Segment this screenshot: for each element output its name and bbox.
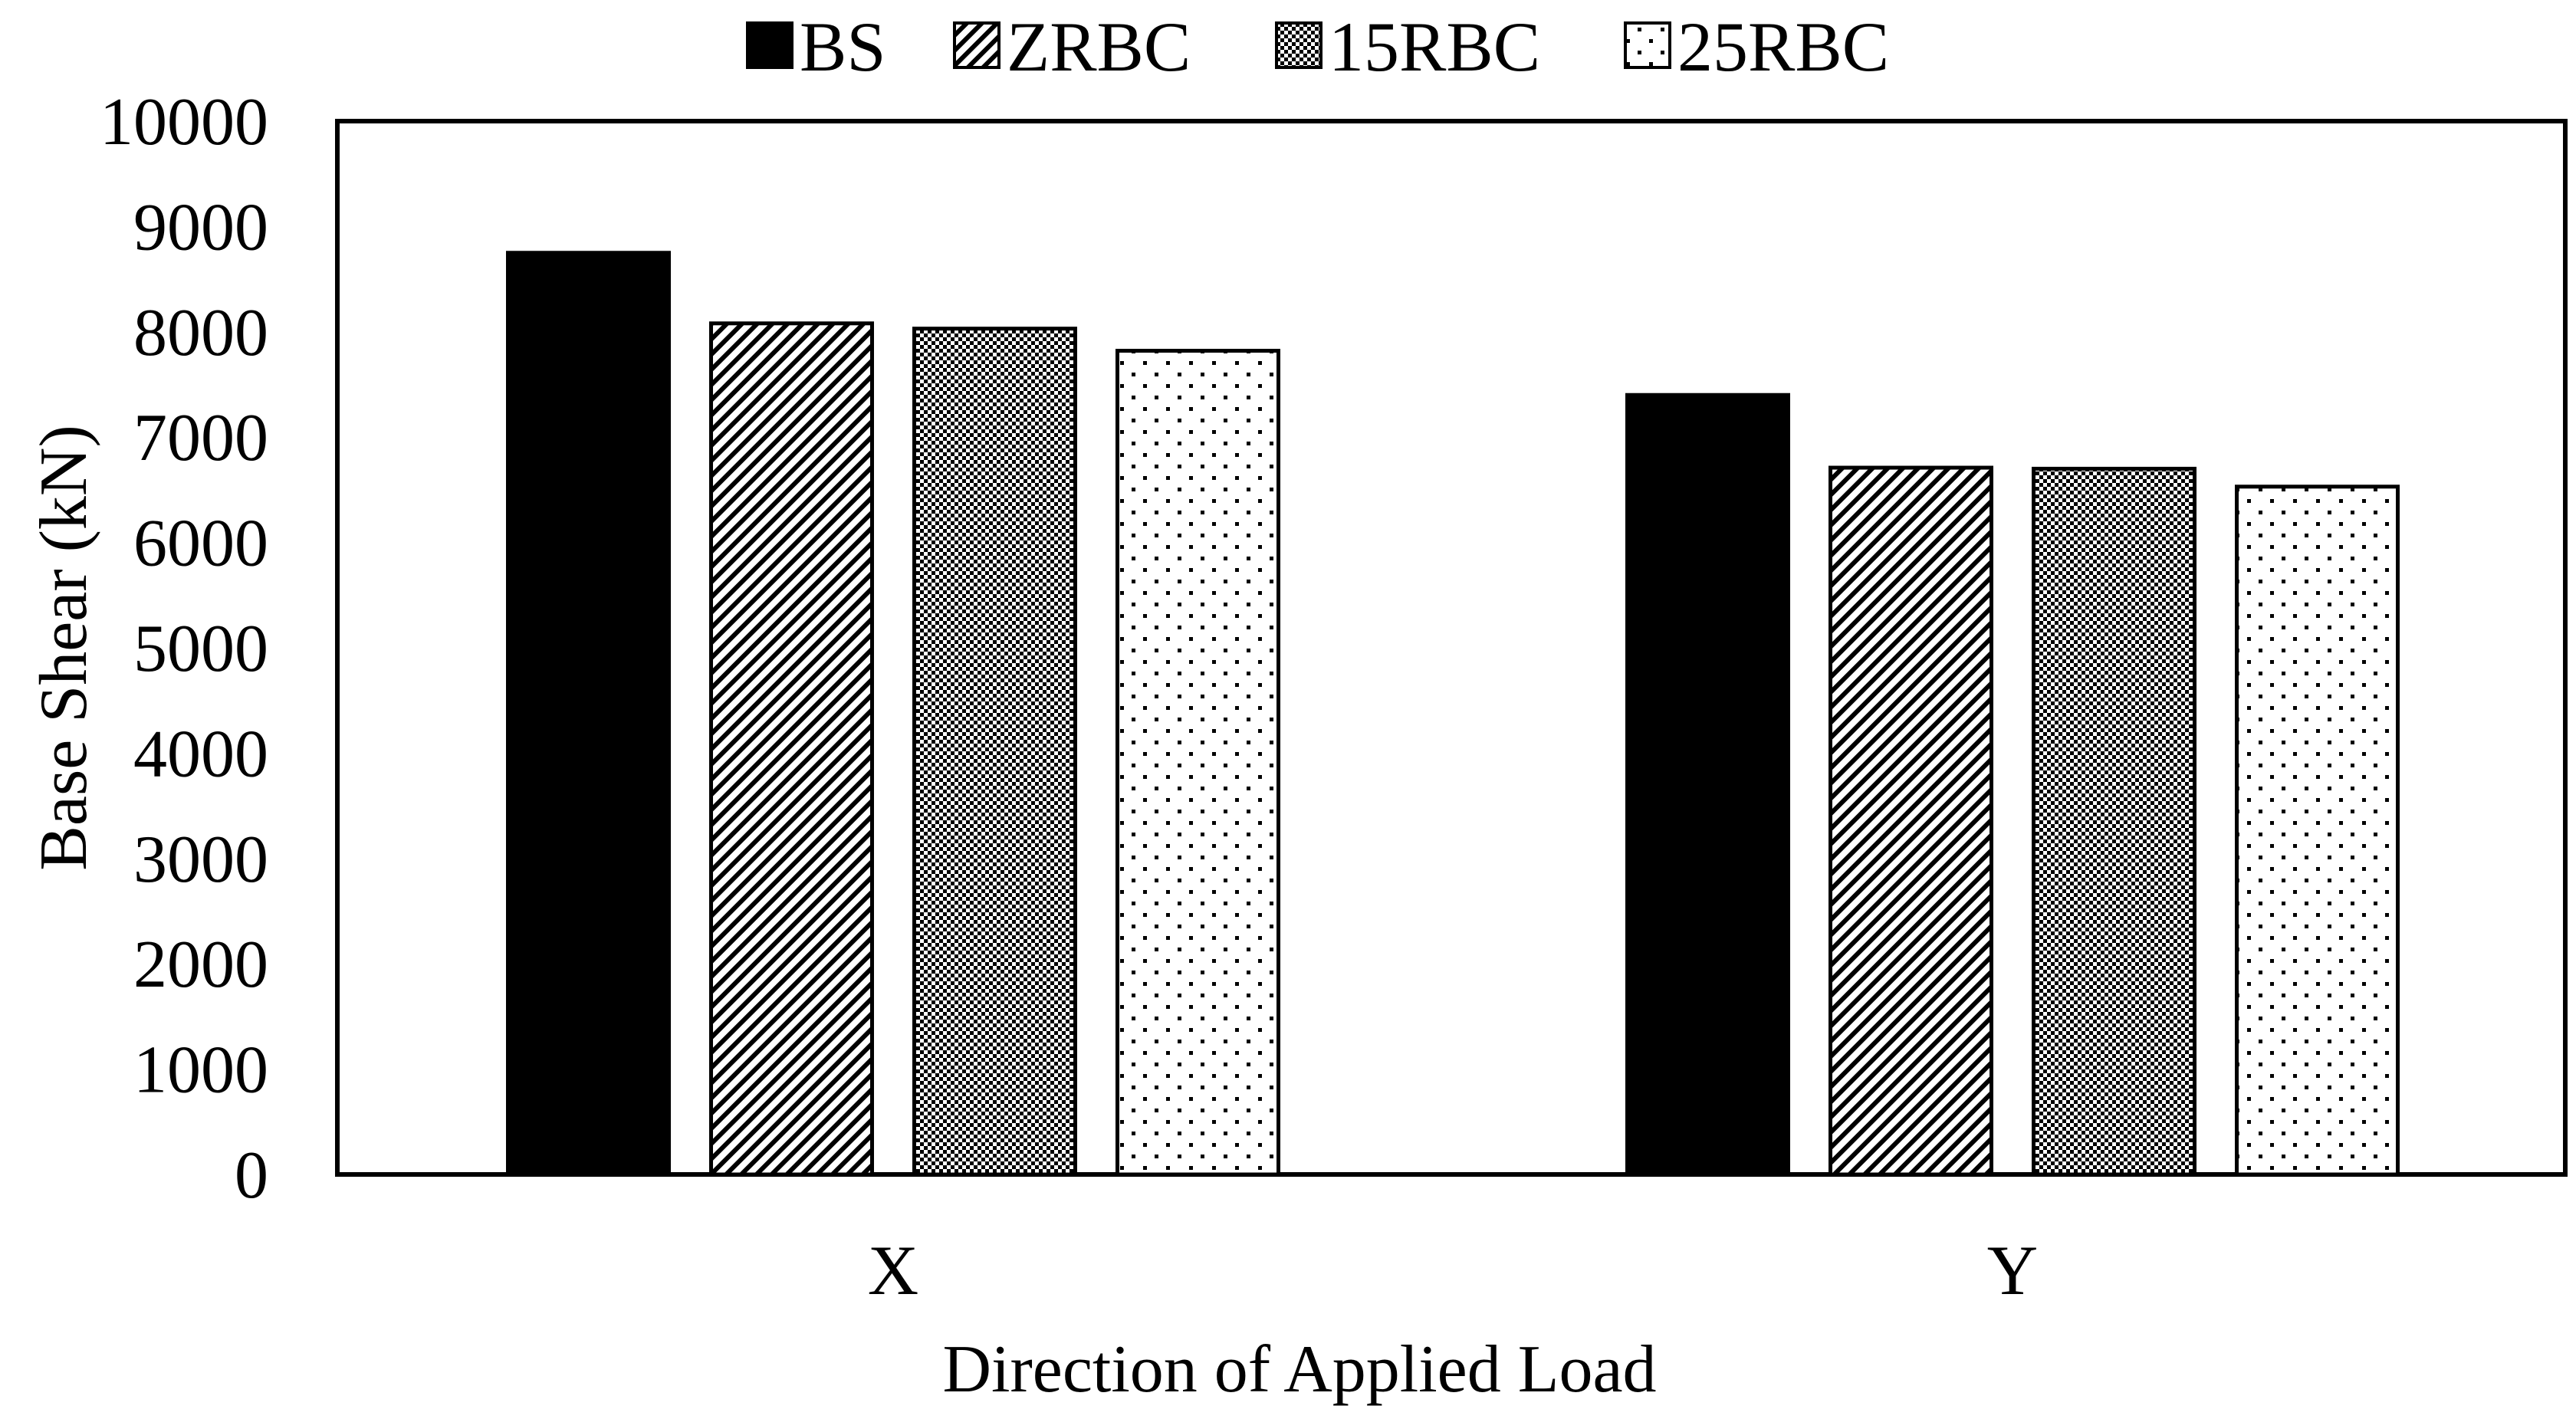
x-tick-label-x: X <box>868 1231 918 1309</box>
y-tick-label-9000: 9000 <box>133 190 268 264</box>
y-tick-label-8000: 8000 <box>133 296 268 370</box>
x-tick-label-y: Y <box>1987 1231 2038 1309</box>
y-tick-label-6000: 6000 <box>133 507 268 581</box>
bar-25rbc-y <box>2235 484 2400 1177</box>
y-tick-label-0: 0 <box>235 1138 268 1213</box>
x-axis-title: Direction of Applied Load <box>942 1332 1656 1407</box>
y-tick-label-10000: 10000 <box>100 85 268 159</box>
bar-15rbc-y <box>2032 466 2196 1177</box>
legend-label-15rbc: 15RBC <box>1329 8 1540 86</box>
y-tick-label-3000: 3000 <box>133 823 268 897</box>
bar-zrbc-x <box>709 321 874 1177</box>
plot-area <box>335 119 2568 1177</box>
y-axis: 0 1000 2000 3000 4000 5000 6000 7000 8000 9000 100… <box>100 85 268 1213</box>
legend-swatch-25rbc <box>1624 21 1671 69</box>
y-tick-label-4000: 4000 <box>133 717 268 791</box>
bar-15rbc-x <box>912 327 1077 1177</box>
y-tick-label-5000: 5000 <box>133 612 268 686</box>
legend-swatch-15rbc <box>1275 21 1322 69</box>
bar-zrbc-y <box>1829 465 1993 1177</box>
bar-bs-y <box>1625 393 1790 1177</box>
legend-swatch-zrbc <box>953 21 1001 69</box>
legend-label-25rbc: 25RBC <box>1677 8 1889 86</box>
y-axis-title: Base Shear (kN) <box>27 425 101 871</box>
legend-label-bs: BS <box>800 8 886 86</box>
legend: BS ZRBC 15RBC 25RBC <box>746 8 1889 86</box>
y-tick-label-7000: 7000 <box>133 401 268 475</box>
legend-label-zrbc: ZRBC <box>1007 8 1191 86</box>
y-tick-label-1000: 1000 <box>133 1033 268 1108</box>
legend-swatch-bs <box>746 21 794 69</box>
bar-bs-x <box>506 251 671 1177</box>
y-tick-label-2000: 2000 <box>133 928 268 1002</box>
bar-25rbc-x <box>1116 349 1280 1177</box>
bars <box>506 251 2400 1177</box>
